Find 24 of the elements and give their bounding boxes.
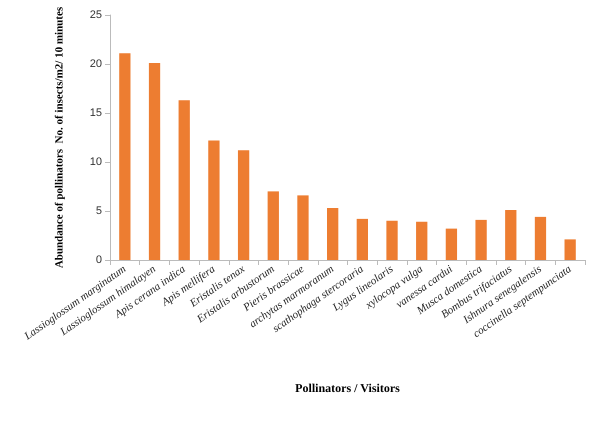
bar [386,220,398,260]
bar [446,228,458,260]
bar [534,216,546,260]
bar [208,140,220,260]
bar [238,150,250,260]
y-tick-label: 10 [90,156,102,168]
bar [505,210,516,260]
y-tick-label: 25 [90,9,102,21]
bar [327,208,338,260]
bar [564,239,576,260]
bar [119,53,130,260]
y-tick-label: 0 [96,254,102,266]
y-tick-label: 5 [96,205,102,217]
bar [178,100,190,260]
bar [356,218,368,260]
x-axis-title: Pollinators / Visitors [295,381,400,395]
y-axis-title: Abundance of pollinators No. of insects/m2/ 10 minutes [54,6,66,268]
bar [475,220,487,260]
y-tick-label: 15 [90,107,102,119]
y-tick-label: 20 [90,58,102,70]
bar [416,222,428,260]
bar [268,191,279,260]
bar [148,63,160,260]
bar [297,195,309,260]
